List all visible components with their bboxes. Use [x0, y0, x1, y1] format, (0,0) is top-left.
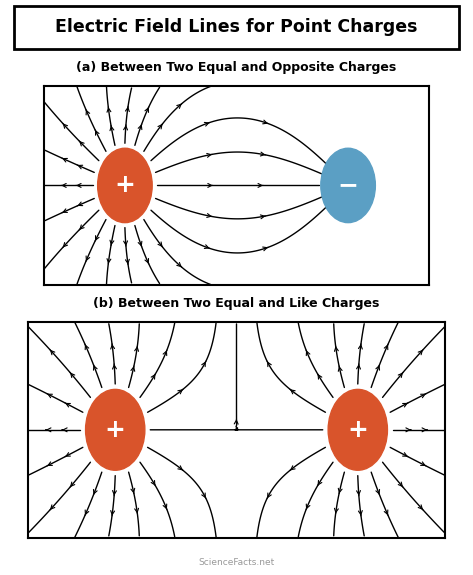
Text: Electric Field Lines for Point Charges: Electric Field Lines for Point Charges	[55, 18, 418, 36]
Text: +: +	[105, 418, 126, 442]
Ellipse shape	[328, 389, 387, 470]
Text: ScienceFacts.net: ScienceFacts.net	[198, 558, 275, 567]
Text: −: −	[338, 174, 359, 197]
Ellipse shape	[97, 148, 152, 223]
Ellipse shape	[321, 148, 376, 223]
Text: +: +	[347, 418, 368, 442]
FancyBboxPatch shape	[14, 6, 459, 49]
Text: (a) Between Two Equal and Opposite Charges: (a) Between Two Equal and Opposite Charg…	[76, 61, 397, 74]
Ellipse shape	[86, 389, 145, 470]
Text: (b) Between Two Equal and Like Charges: (b) Between Two Equal and Like Charges	[93, 297, 380, 310]
Text: +: +	[114, 174, 135, 197]
